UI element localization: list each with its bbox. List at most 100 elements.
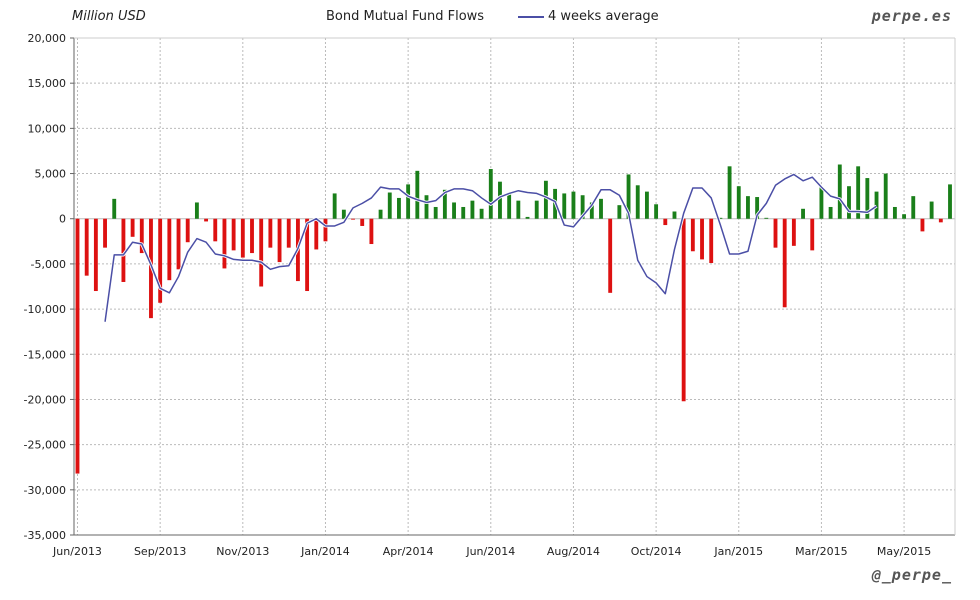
bar: [194, 202, 199, 219]
bar: [488, 169, 493, 219]
bar: [121, 218, 126, 282]
bar: [139, 218, 144, 254]
bar: [415, 170, 420, 219]
bar: [231, 218, 236, 251]
y-tick-label: 15,000: [28, 77, 67, 90]
bar: [709, 218, 714, 264]
y-tick-label: 10,000: [28, 122, 67, 135]
bar: [543, 180, 548, 219]
bar: [847, 186, 851, 219]
bar: [764, 217, 769, 219]
bar: [341, 209, 346, 219]
x-tick-label: Mar/2015: [795, 545, 847, 558]
bar: [644, 191, 649, 219]
bar: [213, 218, 218, 242]
bar: [323, 218, 328, 242]
y-tick-label: -35,000: [24, 529, 66, 542]
bar: [332, 193, 337, 219]
bar: [920, 218, 925, 232]
bar: [700, 218, 704, 260]
bar: [589, 202, 594, 219]
bar: [791, 218, 796, 246]
y-tick-labels: 20,000 15,000 10,000 5,000 0 -5,000 -10,000 -15…: [24, 32, 66, 542]
bar: [681, 218, 686, 402]
bar: [599, 198, 603, 219]
x-tick-label: Sep/2013: [134, 545, 186, 558]
bar: [507, 192, 512, 219]
bar: [534, 200, 539, 219]
bar: [902, 214, 907, 219]
y-tick-label: -15,000: [24, 348, 66, 361]
bar: [883, 173, 888, 219]
bar: [911, 196, 916, 219]
bar: [755, 197, 760, 219]
axes: [70, 37, 956, 536]
bar: [746, 196, 750, 219]
bar: [268, 218, 273, 248]
bar: [479, 208, 484, 219]
x-tick-labels: Jun/2013 Sep/2013 Nov/2013 Jan/2014 Apr/2014…: [52, 545, 931, 558]
chart-title: Bond Mutual Fund Flows: [326, 9, 485, 24]
x-tick-label: Aug/2014: [547, 545, 600, 558]
unit-label: Million USD: [72, 9, 146, 24]
y-tick-label: -30,000: [24, 484, 66, 497]
bar: [773, 218, 778, 248]
y-tick-label: 5,000: [35, 168, 67, 181]
x-tick-label: Oct/2014: [631, 545, 682, 558]
bar: [525, 216, 530, 219]
bar: [948, 184, 952, 219]
y-tick-label: -10,000: [24, 303, 66, 316]
bar: [84, 218, 89, 276]
gridlines: [74, 37, 955, 536]
bar: [617, 205, 622, 219]
bar: [736, 186, 741, 219]
x-tick-label: May/2015: [877, 545, 931, 558]
y-tick-label: -5,000: [31, 258, 66, 271]
bar: [397, 197, 401, 219]
bar: [240, 218, 245, 258]
bar: [635, 185, 640, 219]
y-tick-label: -25,000: [24, 439, 66, 452]
bar: [93, 218, 98, 292]
bar: [874, 191, 879, 219]
bar: [828, 206, 833, 219]
bar: [810, 218, 815, 251]
bar: [938, 218, 943, 223]
bar: [727, 166, 732, 219]
bar: [516, 200, 521, 219]
bar: [580, 195, 585, 219]
bar: [470, 200, 475, 219]
x-tick-label: Jun/2013: [52, 545, 102, 558]
legend-line-swatch: [518, 15, 544, 18]
bar: [369, 218, 374, 245]
bar: [856, 166, 861, 219]
brand-handle: @_perpe_: [871, 566, 952, 584]
bar: [75, 218, 80, 474]
bar: [424, 195, 429, 219]
bar: [222, 218, 227, 269]
bar: [167, 218, 172, 281]
bar: [314, 218, 319, 250]
y-tick-label: -20,000: [24, 393, 66, 406]
bar: [865, 178, 870, 219]
bar: [654, 204, 659, 219]
x-tick-label: Nov/2013: [216, 545, 269, 558]
bar: [718, 217, 723, 219]
bar: [158, 218, 163, 303]
bar: [112, 198, 117, 219]
bar: [690, 218, 695, 252]
bar: [204, 218, 209, 222]
bar: [626, 174, 631, 219]
x-tick-label: Jun/2014: [465, 545, 515, 558]
x-tick-label: Jan/2014: [300, 545, 350, 558]
bar: [461, 206, 466, 219]
bar: [929, 201, 934, 219]
bar: [378, 209, 383, 219]
y-tick-label: 0: [59, 213, 66, 226]
bar: [663, 218, 668, 226]
average-line: [104, 173, 877, 322]
bar: [185, 218, 190, 243]
bar: [130, 218, 135, 237]
bar: [819, 187, 824, 219]
bar: [562, 193, 567, 219]
